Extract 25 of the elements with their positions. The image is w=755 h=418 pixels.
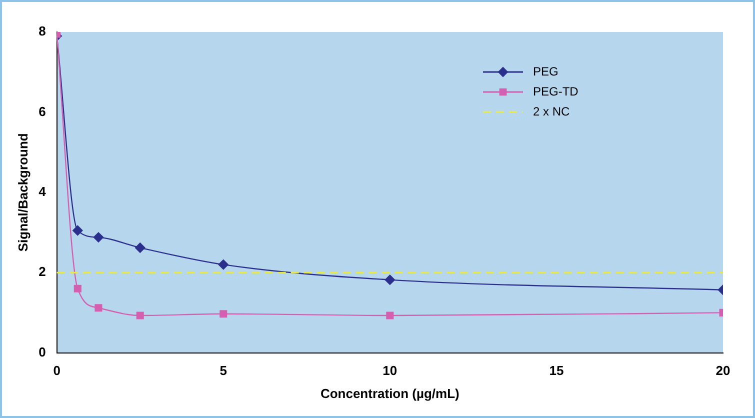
x-tick-label: 15 xyxy=(549,363,564,378)
point xyxy=(384,274,396,285)
legend-label: PEG xyxy=(533,64,558,78)
point xyxy=(93,232,104,242)
x-tick-label: 20 xyxy=(716,363,730,378)
legend-label: PEG-TD xyxy=(533,84,579,98)
x-tick-label: 0 xyxy=(53,363,60,378)
legend-label: 2 x NC xyxy=(533,104,570,118)
point xyxy=(218,259,228,270)
x-tick-label: 5 xyxy=(220,363,227,378)
y-axis-title: Signal/Background xyxy=(15,133,30,252)
x-tick-label: 10 xyxy=(382,363,398,378)
x-axis-title: Concentration (µg/mL) xyxy=(320,386,460,401)
point xyxy=(220,310,228,318)
y-tick-label: 4 xyxy=(38,184,47,199)
point xyxy=(94,304,102,312)
y-tick-label: 0 xyxy=(38,344,46,360)
y-tick-label: 6 xyxy=(38,104,46,119)
point xyxy=(74,284,82,292)
y-tick-label: 2 xyxy=(38,264,46,280)
y-tick-label: 8 xyxy=(38,24,46,39)
point xyxy=(72,225,83,236)
point xyxy=(135,242,146,253)
point xyxy=(386,312,394,320)
point xyxy=(136,312,144,320)
